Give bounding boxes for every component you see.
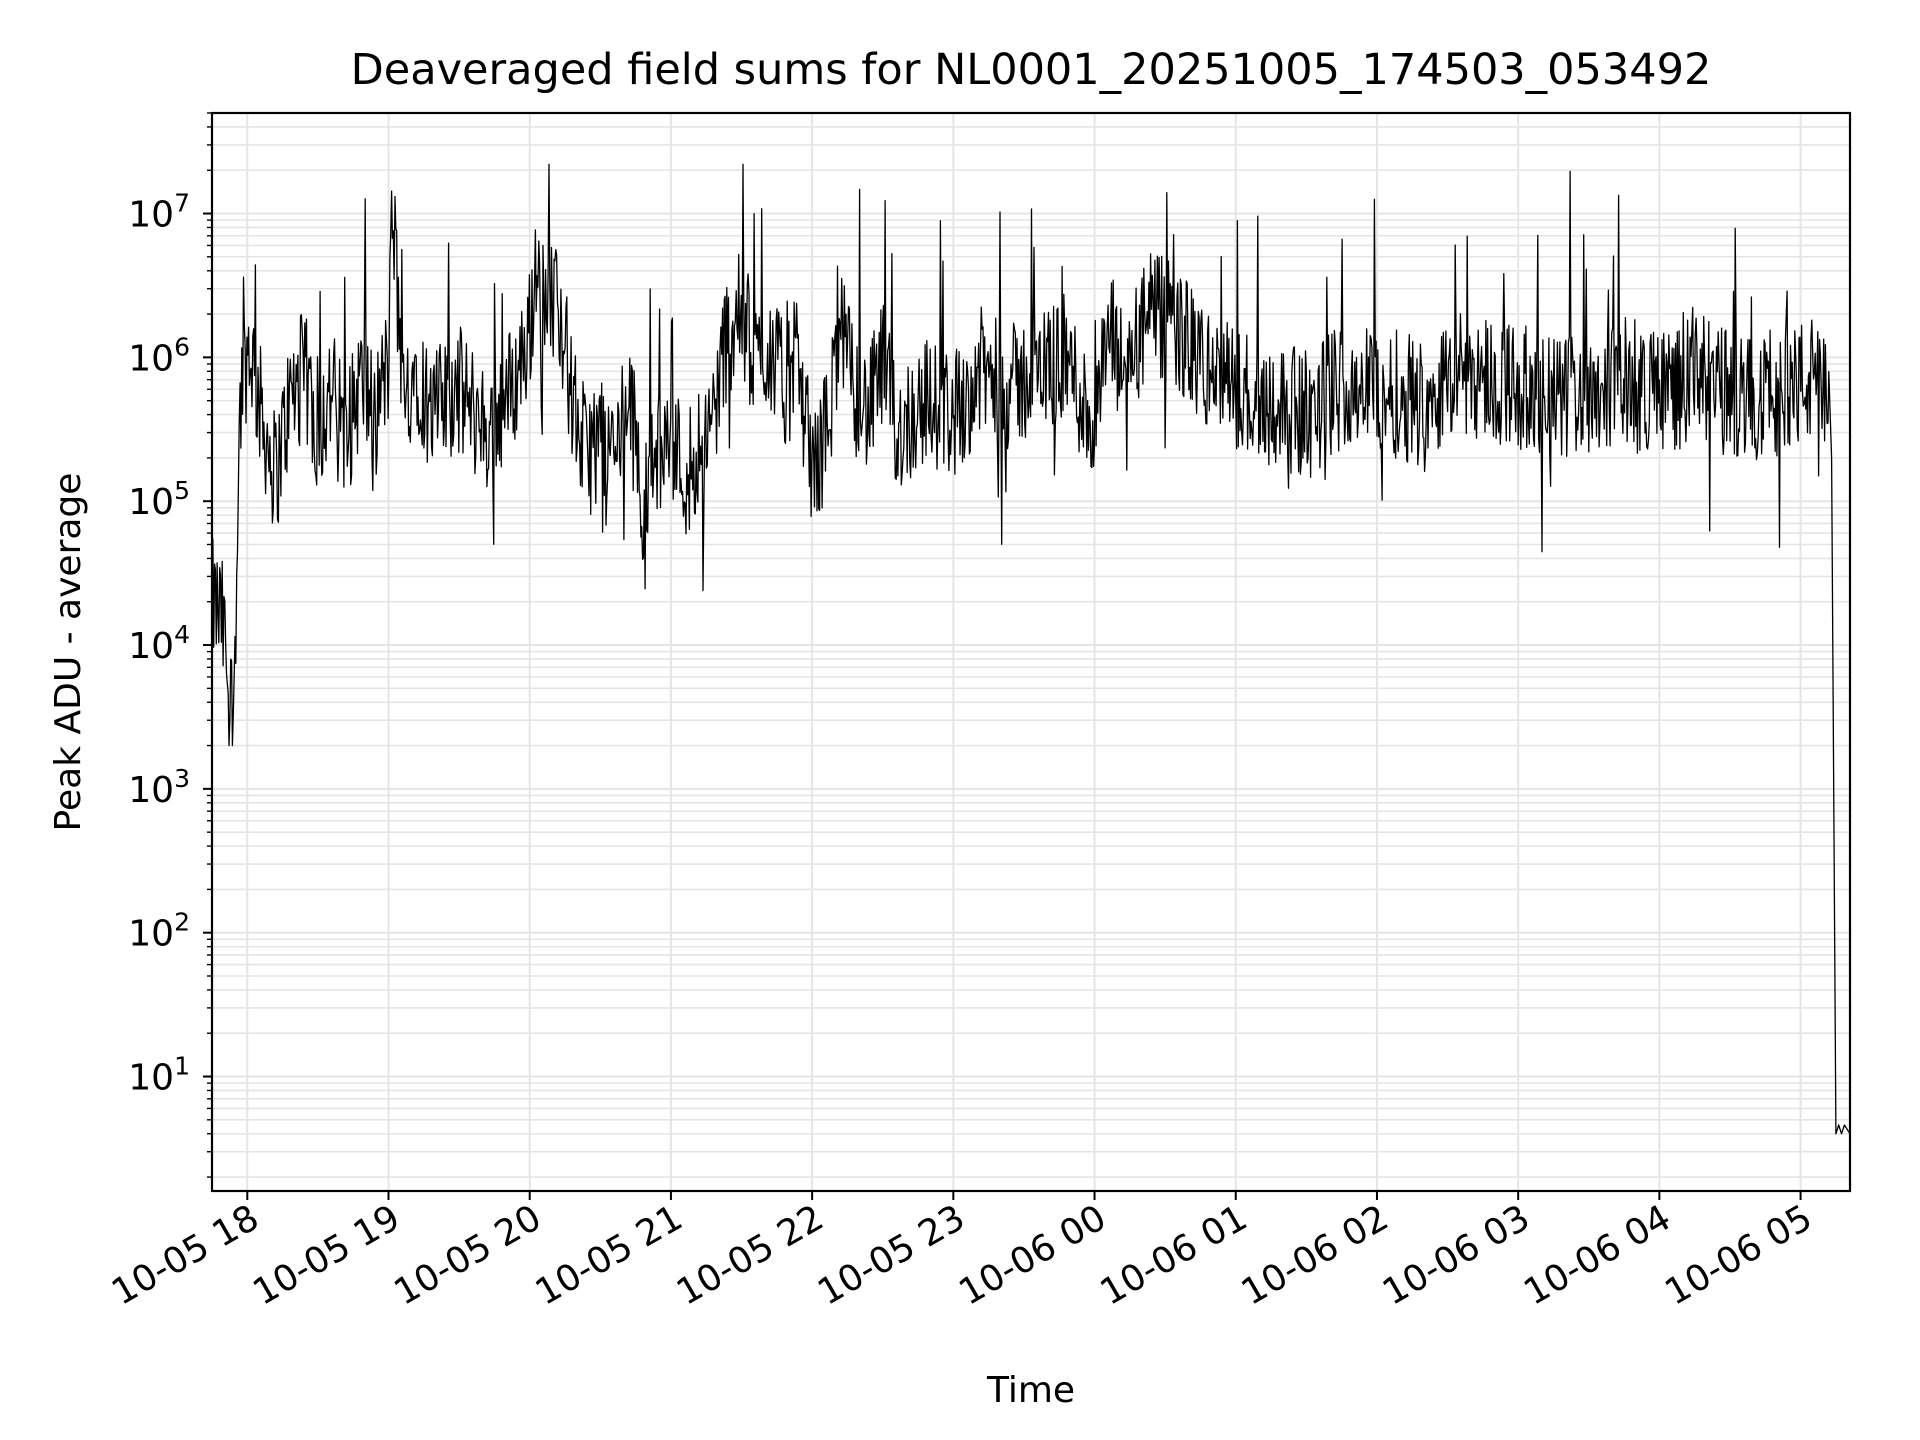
y-tick-label: 105: [128, 476, 190, 523]
x-axis-label: Time: [986, 1370, 1075, 1411]
y-tick-label: 102: [128, 908, 190, 955]
y-tick-label: 107: [128, 189, 190, 236]
y-tick-label: 104: [128, 620, 190, 667]
y-tick-label: 106: [128, 332, 190, 379]
data-series: [211, 163, 1851, 1135]
y-tick-label: 101: [128, 1052, 190, 1099]
grid-lines: [212, 112, 1850, 1191]
chart-title: Deaveraged field sums for NL0001_2025100…: [351, 45, 1712, 95]
data-line: [211, 163, 1851, 1135]
y-axis-label: Peak ADU - average: [48, 473, 89, 832]
y-tick-label: 103: [128, 764, 190, 811]
